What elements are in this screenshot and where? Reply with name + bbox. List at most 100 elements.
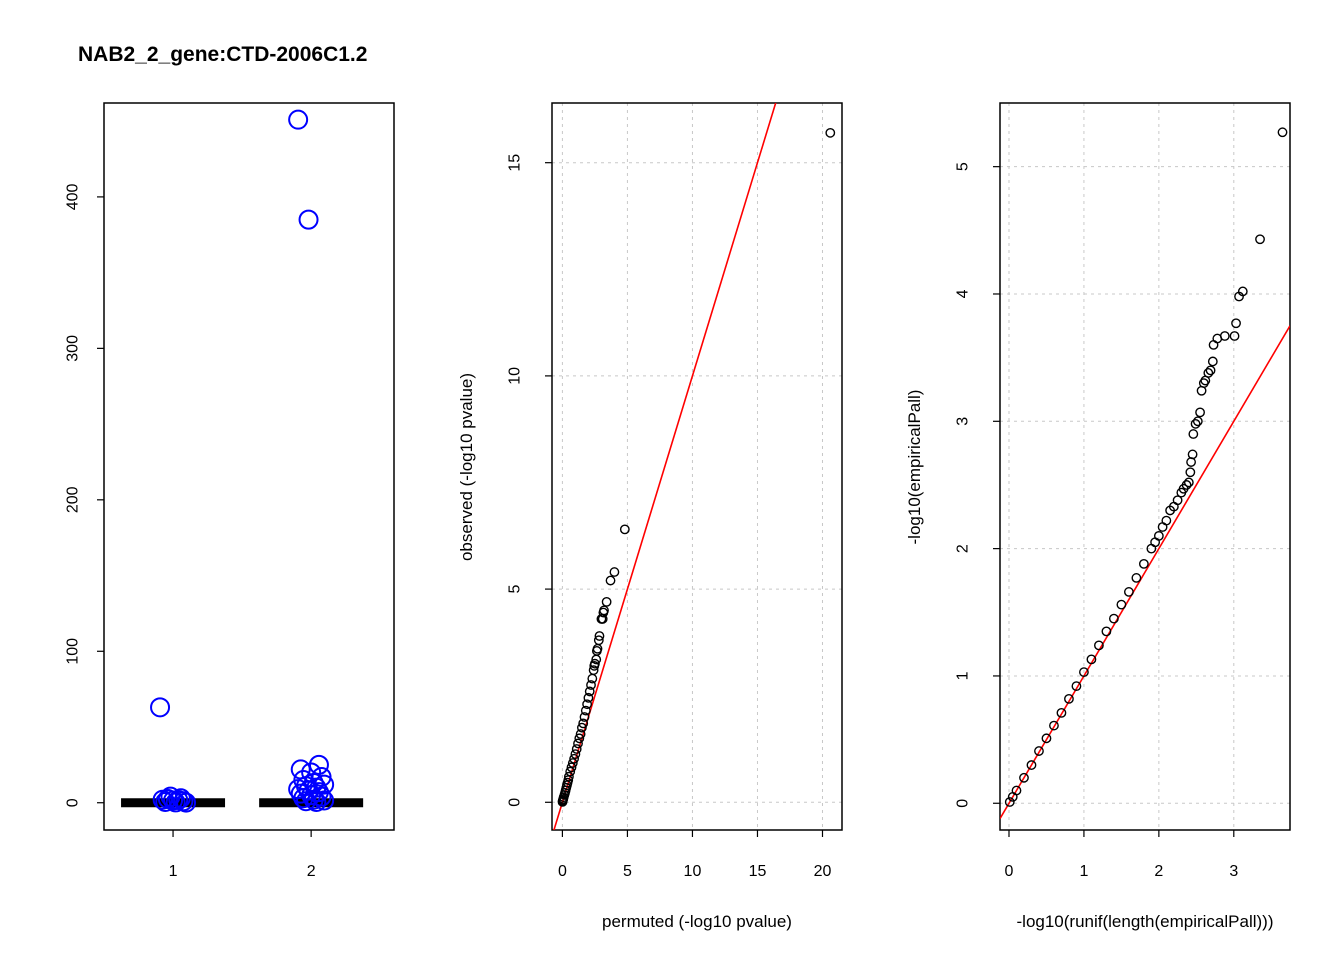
panel-3-axes: 0 1 2 3 0 1 2 3 4 5 [955,162,1239,880]
qq-point [575,729,586,739]
qq-point [1208,340,1219,350]
outlier-point [298,209,319,230]
qq-point [1146,543,1157,554]
panel-2-axes: 0 5 10 15 20 0 5 10 15 [507,154,832,880]
panel-1-frame [103,102,395,831]
outlier-point [303,789,324,810]
qq-point [573,738,583,749]
outlier-point [295,791,316,812]
qq-point [1183,477,1194,488]
x-tick-label: 10 [684,863,702,880]
qq-point [1277,127,1288,138]
y-tick-label: 100 [65,638,82,665]
qq-point [1071,681,1082,692]
x-tick-label: 2 [307,863,316,880]
y-tick-label: 300 [65,335,82,362]
qq-point [1138,559,1149,569]
qq-point [601,596,612,607]
panel-1-marks [121,109,364,813]
qq-point [1049,720,1059,731]
x-tick-label: 20 [814,863,832,880]
y-tick-label: 5 [507,585,524,594]
qq-point [1101,626,1112,637]
qq-point [557,796,568,807]
qq-point [594,631,605,641]
panel-2-grid [552,103,842,830]
qq-point [1086,654,1097,665]
qq-point [574,733,585,744]
y-tick-label: 0 [65,798,82,807]
qq-point [1187,449,1198,460]
qq-point [1165,505,1176,516]
y-tick-label: 3 [955,417,972,426]
plot-title: NAB2_2_gene:CTD-2006C1.2 [78,43,367,66]
qq-point [579,712,590,722]
qq-point [1109,613,1119,624]
y-tick-label: 4 [955,289,972,298]
outlier-point [288,109,309,130]
qq-point [598,607,609,618]
panel-3-grid [1000,103,1290,830]
x-tick-label: 15 [749,863,767,880]
qq-point [1094,640,1104,651]
qq-point [570,749,581,760]
x-tick-label: 0 [1005,863,1014,880]
qq-point [596,614,607,624]
qq-point [825,127,836,138]
qq-point [587,673,598,684]
qq-point [580,705,591,716]
x-tick-label: 3 [1229,863,1238,880]
qq-point [1186,457,1196,467]
qq-point [1190,418,1201,429]
qq-point [1188,429,1199,439]
y-tick-label: 2 [955,544,972,553]
qq-point [1007,791,1018,802]
qq-point [586,680,596,690]
qq-point [577,722,587,733]
qq-point [1195,407,1205,418]
outlier-point [155,791,176,812]
qq-point [1185,467,1196,478]
qq-point [1192,416,1203,427]
qq-point [1231,318,1241,329]
qq-point [1234,291,1244,302]
qq-point [582,699,593,710]
y-tick-label: 1 [955,671,972,680]
qq-point [1064,693,1074,704]
qq-point [1123,587,1134,597]
qq-point [591,654,602,665]
qq-point [1041,733,1052,744]
qq-point [584,686,595,697]
x-tick-label: 5 [623,863,632,880]
qq-point [619,524,630,535]
outlier-point [150,697,171,718]
panel-3-x-label: -log10(runif(length(empiricalPall))) [1017,912,1274,931]
y-tick-label: 200 [65,486,82,513]
y-tick-label: 0 [955,799,972,808]
qq-point [1079,667,1089,678]
panel-2-y-label: observed (-log10 pvalue) [457,373,476,561]
qq-point [1116,599,1127,610]
qq-point [569,753,580,764]
qq-point [1056,707,1067,718]
panel-2-frame [551,102,843,831]
y-tick-label: 5 [955,162,972,171]
panel-2-marks [553,103,836,830]
qq-point [1196,385,1207,396]
panel-qq-empirical: 0 1 2 3 0 1 2 3 4 5 -log10(runif(length(empirical… [905,102,1291,931]
outlier-point [293,788,314,809]
reference-line [1000,325,1290,819]
panel-3-y-label: -log10(empiricalPall) [905,390,924,545]
qq-point [1229,331,1240,341]
y-tick-label: 0 [507,798,524,807]
qq-point [1255,234,1265,245]
outlier-point [306,791,327,812]
qq-point [578,718,589,729]
qq-point [1207,356,1218,367]
qq-point [1205,365,1216,376]
qq-point [566,762,577,773]
outlier-point [308,754,329,775]
qq-point [1131,573,1142,583]
